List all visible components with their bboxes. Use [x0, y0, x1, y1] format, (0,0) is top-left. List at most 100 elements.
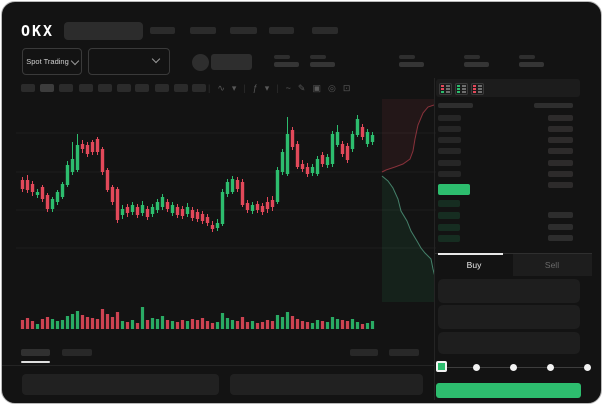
bid-row[interactable]: [438, 200, 460, 207]
stat-label-skeleton: [310, 55, 326, 59]
ask-row[interactable]: [438, 126, 461, 132]
bid-row[interactable]: [438, 212, 460, 219]
fullscreen-icon[interactable]: ⊡: [342, 82, 351, 93]
order-input[interactable]: [438, 305, 580, 329]
timeframe-button[interactable]: [98, 84, 112, 92]
timeframe-button[interactable]: [59, 84, 73, 92]
tab-buy[interactable]: Buy: [466, 260, 482, 270]
candle-body: [135, 207, 140, 215]
timeframe-button[interactable]: [79, 84, 93, 92]
nav-item-skeleton[interactable]: [190, 27, 216, 34]
volume-bar: [180, 320, 185, 329]
candle-body: [255, 204, 260, 210]
candle-body: [130, 205, 135, 212]
chart-range-button[interactable]: [350, 349, 378, 356]
stat-value-skeleton: [399, 62, 424, 67]
stat-label-skeleton: [464, 55, 480, 59]
candle-body: [325, 157, 330, 165]
tab-sell[interactable]: Sell: [544, 260, 560, 270]
chevron-down-icon[interactable]: ▾: [264, 82, 270, 93]
timeframe-button[interactable]: [21, 84, 35, 92]
book-both-icon[interactable]: [439, 83, 452, 95]
ask-row[interactable]: [438, 148, 461, 154]
okx-logo[interactable]: OKX: [21, 22, 55, 40]
slider-stop-dot[interactable]: [510, 364, 517, 371]
ask-row[interactable]: [438, 137, 461, 143]
ask-row-amount[interactable]: [548, 115, 573, 121]
volume-bar: [140, 307, 145, 329]
nav-item-skeleton[interactable]: [150, 27, 175, 34]
volume-bar: [165, 320, 170, 329]
chart-range-button[interactable]: [389, 349, 419, 356]
depth-asks-fill: [382, 99, 435, 172]
chevron-down-icon[interactable]: ▾: [231, 82, 237, 93]
candle-body: [65, 165, 70, 185]
timeframe-button[interactable]: [135, 84, 149, 92]
buy-submit-button[interactable]: [436, 383, 581, 398]
nav-item-skeleton[interactable]: [269, 27, 294, 34]
volume-bar: [225, 318, 230, 329]
chevron-down-icon: [70, 56, 80, 65]
timeframe-button[interactable]: [117, 84, 131, 92]
book-asks-icon[interactable]: [471, 83, 484, 95]
order-input[interactable]: [438, 279, 580, 303]
bid-row-amount[interactable]: [548, 235, 573, 241]
order-input[interactable]: [438, 332, 580, 354]
book-bids-icon[interactable]: [455, 83, 468, 95]
ask-row-amount[interactable]: [548, 126, 573, 132]
chart-bottom-tab[interactable]: [62, 349, 92, 356]
ask-row-amount[interactable]: [548, 148, 573, 154]
volume-bar: [100, 309, 105, 329]
search-input[interactable]: [64, 22, 143, 40]
timeframe-button[interactable]: [40, 84, 54, 92]
slider-stop-dot[interactable]: [473, 364, 480, 371]
depth-bids-line: [381, 175, 435, 278]
volume-bar: [200, 318, 205, 329]
candle-body: [90, 142, 95, 152]
volume-bar: [55, 321, 60, 329]
pair-selector-dropdown[interactable]: [88, 48, 170, 75]
volume-bar: [70, 314, 75, 329]
volume-bar: [310, 323, 315, 329]
volume-bar: [115, 312, 120, 329]
volume-bar: [20, 320, 25, 329]
chart-bottom-tab[interactable]: [21, 349, 50, 356]
ask-row-amount[interactable]: [548, 137, 573, 143]
line-tool-icon[interactable]: ~: [285, 83, 291, 93]
history-icon[interactable]: ◎: [327, 82, 336, 93]
slider-stop-dot[interactable]: [584, 364, 591, 371]
ask-row-amount[interactable]: [548, 171, 573, 177]
timeframe-button[interactable]: [174, 84, 188, 92]
ask-row-amount[interactable]: [548, 160, 573, 166]
ask-row[interactable]: [438, 171, 461, 177]
last-price-bar[interactable]: [438, 184, 470, 195]
candle-body: [220, 192, 225, 224]
ask-row[interactable]: [438, 115, 461, 121]
candle-body: [240, 182, 245, 205]
nav-item-skeleton[interactable]: [230, 27, 257, 34]
bottom-panel-skeleton: [22, 374, 219, 395]
bid-row-amount[interactable]: [548, 212, 573, 218]
chart-type-icon[interactable]: ∿: [217, 82, 225, 93]
draw-icon[interactable]: ✎: [297, 82, 306, 93]
candlestick-chart[interactable]: [16, 97, 436, 347]
candle-body: [250, 205, 255, 211]
slider-stop-dot[interactable]: [547, 364, 554, 371]
market-type-dropdown[interactable]: Spot Trading: [22, 48, 82, 75]
ask-row-amount[interactable]: [548, 182, 573, 188]
timeframe-button[interactable]: [192, 84, 206, 92]
bid-row[interactable]: [438, 224, 460, 231]
volume-bar: [125, 322, 130, 329]
candle-body: [225, 182, 230, 194]
tab-sell-bg[interactable]: [513, 254, 592, 276]
ask-row[interactable]: [438, 160, 461, 166]
amount-slider-handle[interactable]: [436, 361, 447, 372]
bid-row-amount[interactable]: [548, 224, 573, 230]
volume-bar: [315, 320, 320, 329]
camera-icon[interactable]: ▣: [312, 82, 321, 93]
indicators-icon[interactable]: ƒ: [252, 83, 258, 93]
timeframe-button[interactable]: [155, 84, 169, 92]
nav-item-skeleton[interactable]: [312, 27, 338, 34]
bid-row[interactable]: [438, 235, 460, 242]
candle-body: [120, 209, 125, 215]
